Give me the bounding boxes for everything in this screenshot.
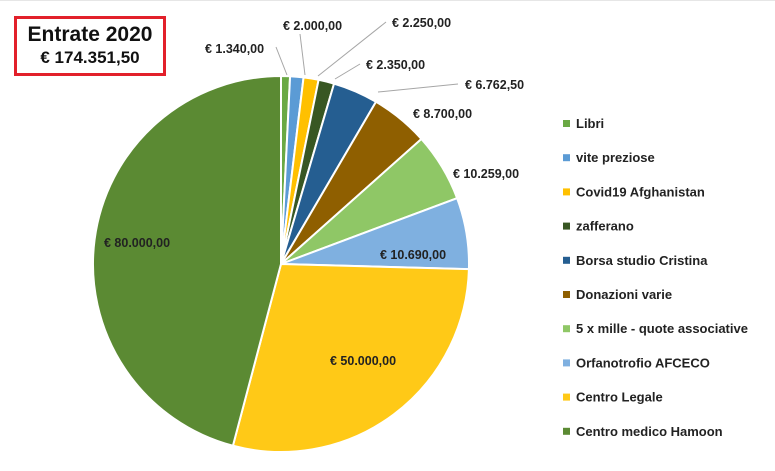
leader-line: [317, 21, 387, 77]
legend-swatch: [563, 359, 570, 367]
leader-line: [377, 83, 459, 93]
data-label: € 80.000,00: [104, 236, 170, 250]
data-label: € 6.762,50: [465, 78, 524, 92]
data-label: € 2.250,00: [392, 16, 451, 30]
legend-item: Donazioni varie: [563, 287, 672, 302]
leader-line: [334, 63, 361, 80]
legend-item: Centro medico Hamoon: [563, 424, 723, 439]
legend-item: 5 x mille - quote associative: [563, 321, 748, 336]
legend-item: Borsa studio Cristina: [563, 253, 708, 268]
chart-total: € 174.351,50: [40, 48, 140, 67]
data-label: € 1.340,00: [205, 42, 264, 56]
legend-item: Orfanotrofio AFCECO: [563, 355, 710, 370]
legend-label: zafferano: [576, 219, 634, 234]
chart-title-box: Entrate 2020 € 174.351,50: [14, 16, 166, 76]
legend-label: Borsa studio Cristina: [576, 253, 708, 268]
legend-item: Centro Legale: [563, 390, 663, 405]
legend-label: Libri: [576, 116, 604, 131]
legend-swatch: [563, 393, 570, 401]
legend-label: 5 x mille - quote associative: [576, 321, 748, 336]
data-label: € 50.000,00: [330, 354, 396, 368]
legend-swatch: [563, 256, 570, 264]
data-label: € 10.690,00: [380, 248, 446, 262]
legend-label: Orfanotrofio AFCECO: [576, 355, 710, 370]
legend-label: Donazioni varie: [576, 287, 672, 302]
data-label: € 8.700,00: [413, 107, 472, 121]
legend-item: vite preziose: [563, 150, 655, 165]
data-labels: € 1.340,00 € 2.000,00 € 2.250,00 € 2.350,00…: [104, 16, 524, 368]
legend-label: vite preziose: [576, 150, 655, 165]
data-label: € 10.259,00: [453, 167, 519, 181]
legend-label: Centro medico Hamoon: [576, 424, 723, 439]
legend-swatch: [563, 120, 570, 127]
pie-slice: [92, 74, 282, 447]
chart-title: Entrate 2020: [27, 23, 153, 46]
legend-swatch: [563, 154, 570, 162]
leader-line: [275, 46, 288, 76]
pie-slice: [231, 262, 470, 453]
legend-swatch: [563, 427, 570, 435]
data-label: € 2.000,00: [283, 19, 342, 33]
legend-swatch: [563, 325, 570, 333]
legend-swatch: [563, 291, 570, 298]
pie-slices: [92, 74, 470, 453]
leader-line: [299, 33, 306, 76]
data-label: € 2.350,00: [366, 58, 425, 72]
legend-item: Libri: [563, 116, 604, 131]
legend-label: Covid19 Afghanistan: [576, 184, 705, 199]
legend-swatch: [563, 188, 570, 196]
legend-item: zafferano: [563, 219, 634, 234]
legend-swatch: [563, 222, 570, 230]
legend-label: Centro Legale: [576, 390, 663, 405]
legend: Libri vite preziose Covid19 Afghanistan zaf…: [563, 116, 748, 439]
legend-item: Covid19 Afghanistan: [563, 184, 705, 199]
